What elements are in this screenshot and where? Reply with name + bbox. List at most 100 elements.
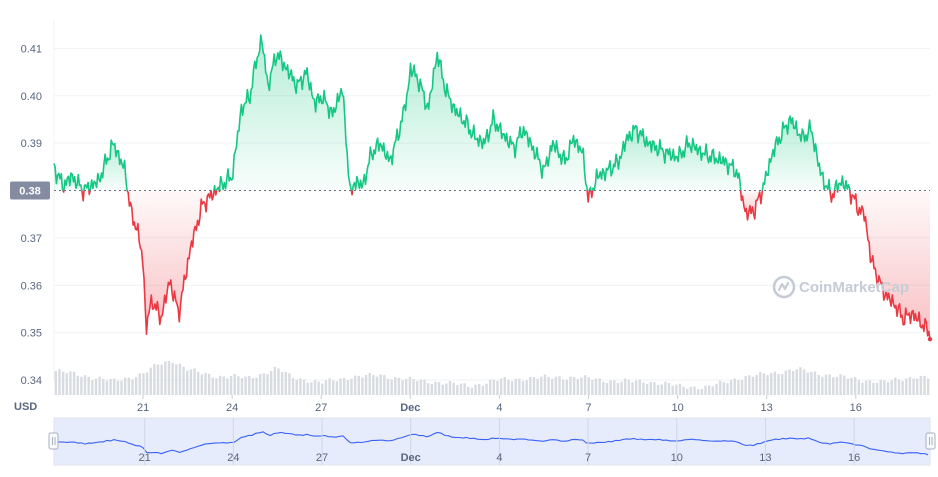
volume-bar: [912, 378, 915, 395]
volume-bar: [94, 378, 98, 395]
volume-bar: [916, 378, 919, 395]
volume-bar: [554, 376, 558, 395]
price-line-up: [63, 172, 83, 191]
volume-bar: [353, 375, 357, 395]
volume-bar: [229, 376, 233, 395]
price-line-up: [89, 139, 128, 192]
volume-bar: [408, 376, 412, 395]
volume-bar: [558, 376, 561, 395]
volume-bar: [76, 375, 79, 395]
volume-bar: [503, 376, 506, 395]
volume-bar: [280, 372, 284, 395]
volume-bar: [624, 378, 627, 395]
volume-bar: [342, 377, 346, 395]
volume-bar: [324, 380, 328, 395]
volume-bar: [569, 376, 572, 395]
navigator[interactable]: 21 24 27 Dec 4 7 10 13 16: [48, 417, 936, 466]
volume-bar: [240, 378, 244, 395]
price-line-down: [586, 190, 591, 203]
navigator-left-handle[interactable]: [48, 432, 59, 450]
volume-bar: [864, 380, 868, 395]
navigator-window[interactable]: [53, 417, 931, 466]
volume-bar: [317, 381, 320, 395]
volume-bar: [313, 379, 317, 395]
price-line-up: [218, 34, 353, 191]
x-axis-ticks: 21 24 27 Dec 4 7 10 13 16: [137, 395, 862, 414]
volume-bar: [361, 377, 364, 395]
volume-bar: [762, 373, 766, 395]
volume-bar: [737, 380, 740, 395]
volume-bar: [58, 369, 61, 395]
volume-bar: [372, 375, 375, 395]
volume-bar: [536, 378, 539, 395]
navigator-tick-label: 24: [227, 452, 239, 464]
volume-bar: [627, 379, 631, 395]
volume-bar: [167, 361, 171, 395]
baseline-badge-label: 0.38: [19, 186, 40, 198]
volume-bar: [605, 382, 609, 395]
volume-bar: [164, 361, 167, 395]
volume-bar: [850, 378, 853, 395]
volume-bar: [802, 369, 806, 395]
y-tick-label: 0.36: [21, 280, 42, 292]
area-above-baseline: [592, 125, 741, 191]
reference-line: 0.38: [10, 181, 930, 200]
volume-bar: [813, 371, 817, 395]
volume-bar: [667, 383, 671, 395]
volume-bar: [415, 381, 419, 395]
volume-bar: [620, 381, 623, 395]
volume-bar: [405, 378, 408, 395]
volume-bar: [857, 380, 861, 395]
volume-bar: [175, 364, 178, 395]
volume-bar: [448, 380, 452, 395]
price-line-down: [214, 190, 218, 196]
volume-bar: [868, 380, 871, 395]
volume-bar: [310, 382, 313, 395]
volume-bar: [879, 379, 882, 395]
volume-bar: [332, 380, 335, 395]
volume-bar: [565, 379, 569, 395]
price-line-up: [837, 175, 851, 191]
volume-bar: [843, 375, 846, 395]
volume-bar: [675, 384, 678, 395]
volume-bar: [653, 382, 656, 395]
volume-bar: [638, 379, 642, 395]
price-line-down: [849, 190, 931, 340]
volume-bar: [682, 386, 685, 395]
volume-bar: [459, 383, 463, 395]
price-line-up: [833, 179, 839, 191]
volume-bar: [583, 375, 587, 395]
volume-bar: [419, 379, 423, 395]
volume-bar: [218, 375, 222, 395]
y-tick-label: 0.37: [21, 233, 42, 245]
area-below-baseline: [849, 190, 930, 340]
volume-bar: [91, 379, 94, 395]
volume-bar: [664, 381, 667, 395]
volume-bar: [463, 383, 466, 395]
volume-bar: [266, 374, 269, 395]
volume-bar: [547, 376, 550, 395]
volume-bar: [153, 364, 156, 395]
volume-bars: [54, 361, 930, 395]
volume-bar: [474, 384, 477, 395]
volume-bar: [594, 378, 598, 395]
volume-bar: [759, 371, 762, 395]
volume-bar: [441, 384, 444, 395]
volume-bar: [291, 377, 295, 395]
volume-bar: [780, 374, 784, 395]
volume-bar: [350, 378, 353, 395]
price-line-down: [829, 190, 836, 203]
volume-bar: [926, 378, 930, 395]
price-line-up: [53, 163, 64, 191]
volume-bar: [233, 373, 236, 395]
navigator-right-handle[interactable]: [925, 432, 936, 450]
price-line-up: [83, 181, 90, 191]
volume-bar: [591, 379, 594, 395]
y-tick-label: 0.39: [21, 138, 42, 150]
volume-bar: [288, 373, 291, 395]
navigator-tick-label: 7: [585, 452, 591, 464]
y-axis-ticks: 0.34 0.35 0.36 0.37 0.39 0.40 0.41: [21, 43, 42, 387]
price-line-up: [761, 115, 831, 191]
